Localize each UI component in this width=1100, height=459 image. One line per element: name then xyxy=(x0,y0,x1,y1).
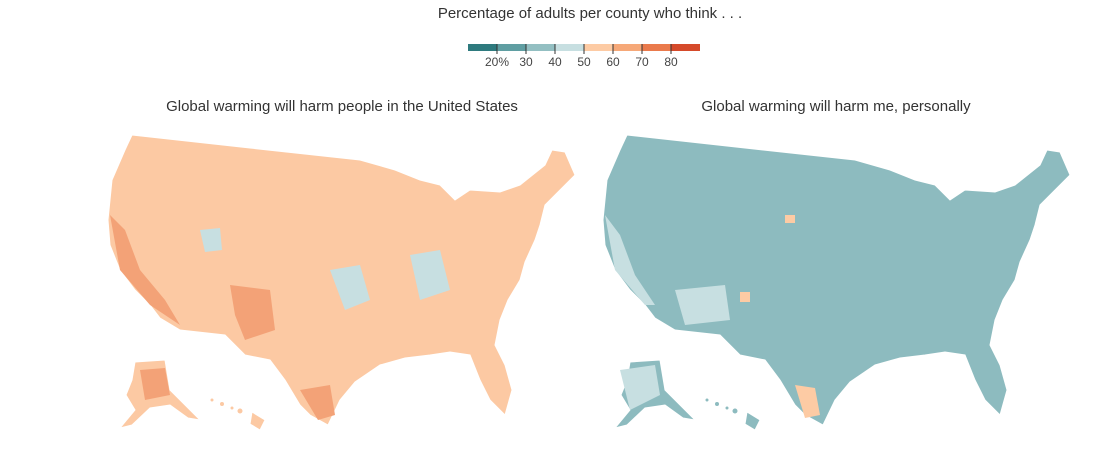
map-title: Global warming will harm me, personally xyxy=(701,98,971,115)
legend-swatch xyxy=(613,44,642,51)
map-region xyxy=(675,285,730,325)
legend-swatch xyxy=(526,44,555,51)
legend-tick-label: 80 xyxy=(664,55,678,69)
map-region xyxy=(330,265,370,310)
map-title: Global warming will harm people in the U… xyxy=(166,98,518,115)
legend-tick-label: 30 xyxy=(519,55,533,69)
map-region xyxy=(605,215,655,305)
legend-swatch xyxy=(584,44,613,51)
legend-title: Percentage of adults per county who thin… xyxy=(438,5,742,22)
legend-tick-label: 70 xyxy=(635,55,649,69)
legend: 20% 30 40 50 60 70 80 xyxy=(468,44,700,69)
map-region xyxy=(410,250,450,300)
map-region xyxy=(795,385,820,418)
map-region xyxy=(200,228,222,252)
map-region xyxy=(140,368,170,400)
map xyxy=(602,134,1071,431)
map-shape xyxy=(704,397,761,431)
legend-swatch xyxy=(642,44,671,51)
legend-tick-label: 40 xyxy=(548,55,562,69)
legend-tick-label: 50 xyxy=(577,55,591,69)
legend-swatch xyxy=(555,44,584,51)
legend-tick-label: 20% xyxy=(485,55,509,69)
legend-swatch xyxy=(468,44,497,51)
map xyxy=(107,134,576,431)
map-shape xyxy=(602,134,1071,426)
map-region xyxy=(620,365,660,410)
legend-tick-label: 60 xyxy=(606,55,620,69)
map-region xyxy=(785,215,795,223)
map-region xyxy=(300,385,335,420)
legend-swatch xyxy=(497,44,526,51)
map-region xyxy=(230,285,275,340)
map-region xyxy=(740,292,750,302)
map-region xyxy=(110,215,180,325)
map-shape xyxy=(209,397,266,431)
legend-swatch xyxy=(671,44,700,51)
